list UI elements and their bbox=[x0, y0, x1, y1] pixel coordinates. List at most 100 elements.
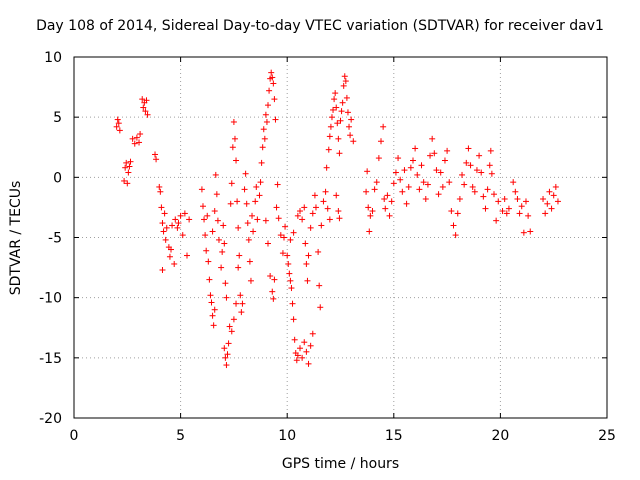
data-point bbox=[407, 164, 414, 171]
chart-title: Day 108 of 2014, Sidereal Day-to-day VTE… bbox=[36, 18, 604, 34]
data-point bbox=[333, 192, 340, 199]
data-point bbox=[277, 232, 284, 239]
data-point bbox=[333, 104, 340, 111]
data-point bbox=[269, 74, 276, 81]
data-point bbox=[262, 217, 269, 224]
data-point bbox=[270, 295, 277, 302]
data-point bbox=[172, 216, 179, 223]
data-point bbox=[340, 82, 347, 89]
data-point bbox=[381, 195, 388, 202]
data-point bbox=[142, 108, 149, 115]
data-point bbox=[544, 200, 551, 207]
data-point bbox=[416, 186, 423, 193]
data-points bbox=[113, 69, 561, 369]
data-point bbox=[293, 357, 300, 364]
data-point bbox=[365, 204, 372, 211]
data-point bbox=[317, 304, 324, 311]
data-point bbox=[312, 204, 319, 211]
data-point bbox=[208, 299, 215, 306]
data-point bbox=[207, 292, 214, 299]
data-point bbox=[309, 330, 316, 337]
data-point bbox=[473, 167, 480, 174]
data-point bbox=[160, 228, 167, 235]
data-point bbox=[424, 181, 431, 188]
data-point bbox=[331, 96, 338, 103]
data-point bbox=[403, 200, 410, 207]
data-point bbox=[335, 208, 342, 215]
data-point bbox=[266, 87, 273, 94]
data-point bbox=[246, 258, 253, 265]
data-point bbox=[174, 224, 181, 231]
data-point bbox=[222, 354, 229, 361]
data-point bbox=[123, 159, 130, 166]
data-point bbox=[230, 118, 237, 125]
data-point bbox=[552, 183, 559, 190]
x-tick-label: 15 bbox=[385, 428, 403, 444]
data-point bbox=[168, 246, 175, 253]
data-point bbox=[233, 157, 240, 164]
data-point bbox=[420, 179, 427, 186]
data-point bbox=[287, 236, 294, 243]
data-point bbox=[198, 186, 205, 193]
data-point bbox=[409, 157, 416, 164]
x-tick-label: 25 bbox=[598, 428, 616, 444]
data-point bbox=[257, 179, 264, 186]
data-point bbox=[405, 183, 412, 190]
data-point bbox=[303, 260, 310, 267]
data-point bbox=[260, 126, 267, 133]
data-point bbox=[231, 135, 238, 142]
data-point bbox=[299, 216, 306, 223]
data-point bbox=[304, 277, 311, 284]
data-point bbox=[288, 285, 295, 292]
data-point bbox=[350, 138, 357, 145]
data-point bbox=[427, 152, 434, 159]
data-point bbox=[230, 316, 237, 323]
data-point bbox=[512, 188, 519, 195]
data-point bbox=[346, 123, 353, 130]
data-point bbox=[282, 223, 289, 230]
data-point bbox=[342, 78, 349, 85]
data-point bbox=[258, 159, 265, 166]
data-point bbox=[242, 170, 249, 177]
data-point bbox=[279, 250, 286, 257]
data-point bbox=[296, 208, 303, 215]
y-tick-label: 5 bbox=[53, 110, 62, 126]
data-point bbox=[199, 203, 206, 210]
data-point bbox=[334, 120, 341, 127]
data-point bbox=[456, 195, 463, 202]
data-point bbox=[233, 300, 240, 307]
data-point bbox=[454, 210, 461, 217]
data-point bbox=[213, 191, 220, 198]
data-point bbox=[446, 179, 453, 186]
data-point bbox=[510, 179, 517, 186]
data-point bbox=[227, 200, 234, 207]
data-point bbox=[229, 144, 236, 151]
data-point bbox=[290, 229, 297, 236]
data-point bbox=[328, 114, 335, 121]
data-point bbox=[271, 96, 278, 103]
data-point bbox=[218, 264, 225, 271]
data-point bbox=[265, 102, 272, 109]
data-point bbox=[336, 215, 343, 222]
data-point bbox=[223, 362, 230, 369]
data-point bbox=[209, 228, 216, 235]
data-point bbox=[375, 155, 382, 162]
data-point bbox=[324, 205, 331, 212]
data-point bbox=[435, 191, 442, 198]
data-point bbox=[484, 186, 491, 193]
data-point bbox=[380, 123, 387, 130]
data-point bbox=[284, 252, 291, 259]
data-point bbox=[291, 336, 298, 343]
data-point bbox=[286, 270, 293, 277]
data-point bbox=[126, 163, 133, 170]
data-point bbox=[412, 145, 419, 152]
data-point bbox=[281, 234, 288, 241]
data-point bbox=[294, 352, 301, 359]
data-point bbox=[202, 232, 209, 239]
data-point bbox=[177, 212, 184, 219]
data-point bbox=[113, 123, 120, 130]
data-point bbox=[326, 133, 333, 140]
axis-ticks: 0 5 10 15 20 25 -20 -15 -10 -5 0 5 10 bbox=[39, 50, 616, 444]
data-point bbox=[179, 232, 186, 239]
data-point bbox=[265, 240, 272, 247]
